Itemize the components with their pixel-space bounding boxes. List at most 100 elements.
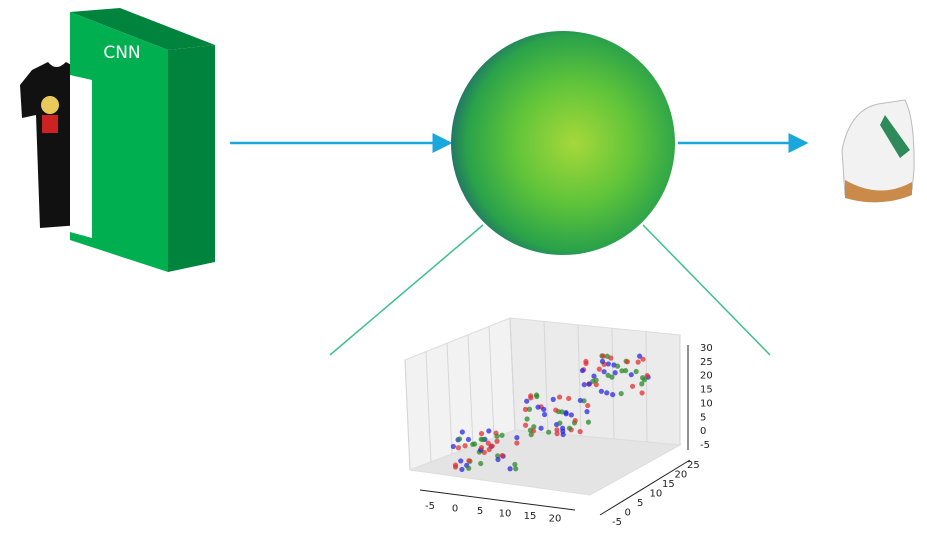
scatter-point (619, 391, 624, 396)
scatter-point (557, 421, 562, 426)
scatter-point (524, 399, 529, 404)
scatter-point (585, 403, 590, 408)
x-tick-label: 0 (452, 504, 458, 515)
scatter-point (514, 440, 519, 445)
scatter-point (609, 375, 614, 380)
scatter-point (480, 437, 485, 442)
scatter-point (587, 381, 592, 386)
scatter-point (479, 431, 484, 436)
z-tick-label: 30 (700, 343, 713, 354)
y-tick-label: -5 (612, 517, 622, 528)
scatter-point (586, 420, 591, 425)
z-tick-label: 10 (700, 398, 713, 409)
scatter-point (554, 431, 559, 436)
scatter-point (466, 466, 471, 471)
y-tick-label: 25 (687, 460, 700, 471)
scatter-point (546, 430, 551, 435)
scatter-point (499, 433, 504, 438)
scatter-point (610, 392, 615, 397)
scatter-point (523, 423, 528, 428)
scatter-point (583, 361, 588, 366)
scatter-point (451, 444, 456, 449)
scatter-point (615, 364, 620, 369)
scatter-point (527, 407, 532, 412)
scatter-point (478, 461, 483, 466)
scatter-point (599, 389, 604, 394)
scatter-point (578, 398, 583, 403)
scatter-point (470, 442, 475, 447)
scatter-point (561, 432, 566, 437)
z-tick-label: 5 (700, 412, 706, 423)
scatter-point (494, 434, 499, 439)
tshirt-print (42, 115, 58, 133)
scatter-point (494, 439, 499, 444)
x-tick-label: 5 (477, 506, 483, 517)
z-tick-label: 20 (700, 371, 713, 382)
scatter-point (605, 354, 610, 359)
scatter-point (500, 453, 505, 458)
scatter-point (593, 378, 598, 383)
z-tick-label: 0 (700, 426, 706, 437)
scatter-point (538, 426, 543, 431)
tshirt-print (41, 96, 59, 114)
scatter-point (642, 377, 647, 382)
scatter-point (600, 359, 605, 364)
scatter-point (495, 457, 500, 462)
cnn-opening (70, 75, 92, 238)
cnn-side (168, 45, 215, 272)
scatter-point (513, 466, 518, 471)
scatter-point (534, 392, 539, 397)
scatter-point (566, 396, 571, 401)
scatter-point (466, 437, 471, 442)
scatter-point (551, 397, 556, 402)
x-tick-label: 15 (524, 511, 537, 522)
diagram: CNN -5051015202530-505101520-50510152025 (0, 0, 927, 533)
scatter-point (629, 372, 634, 377)
scatter-point (486, 428, 491, 433)
scatter-point (580, 368, 585, 373)
scatter-point (479, 445, 484, 450)
x-tick-label: -5 (425, 501, 435, 512)
z-tick-label: 15 (700, 385, 713, 396)
scatter-point (594, 382, 599, 387)
scatter-point (456, 445, 461, 450)
scatter-point (460, 429, 465, 434)
scatter-point (569, 412, 574, 417)
y-tick-label: 5 (637, 498, 643, 509)
scatter-point (625, 359, 630, 364)
scatter-point (458, 458, 463, 463)
y-tick-label: 0 (625, 508, 631, 519)
scatter-point (507, 466, 512, 471)
scatter-point (466, 458, 471, 463)
scatter-point (453, 464, 458, 469)
embedding-sphere (451, 31, 675, 255)
scatter-point (597, 367, 602, 372)
scatter-point (637, 354, 642, 359)
zoom-line (330, 225, 483, 355)
scatter-point (531, 428, 536, 433)
x-tick-label: 10 (499, 509, 512, 520)
scatter-point (490, 443, 495, 448)
scatter-point (559, 409, 564, 414)
scatter-point (630, 384, 635, 389)
scatter-point (462, 443, 467, 448)
scatter-point (634, 369, 639, 374)
scatter-point (639, 390, 644, 395)
scatter-point (604, 390, 609, 395)
z-tick-label: 25 (700, 357, 713, 368)
y-tick-label: 15 (662, 479, 675, 490)
scatter-point (567, 426, 572, 431)
scatter-point (573, 418, 578, 423)
scatter-point (636, 360, 641, 365)
scatter-point (613, 370, 618, 375)
scatter-point (528, 395, 533, 400)
x-tick-label: 20 (549, 514, 562, 525)
scatter-point (584, 409, 589, 414)
scatter-point (514, 435, 519, 440)
scatter-point (535, 405, 540, 410)
scatter-point (512, 462, 517, 467)
scatter-point (578, 429, 583, 434)
scatter-point (553, 407, 558, 412)
z-tick-label: -5 (700, 440, 710, 451)
y-tick-label: 10 (650, 489, 663, 500)
